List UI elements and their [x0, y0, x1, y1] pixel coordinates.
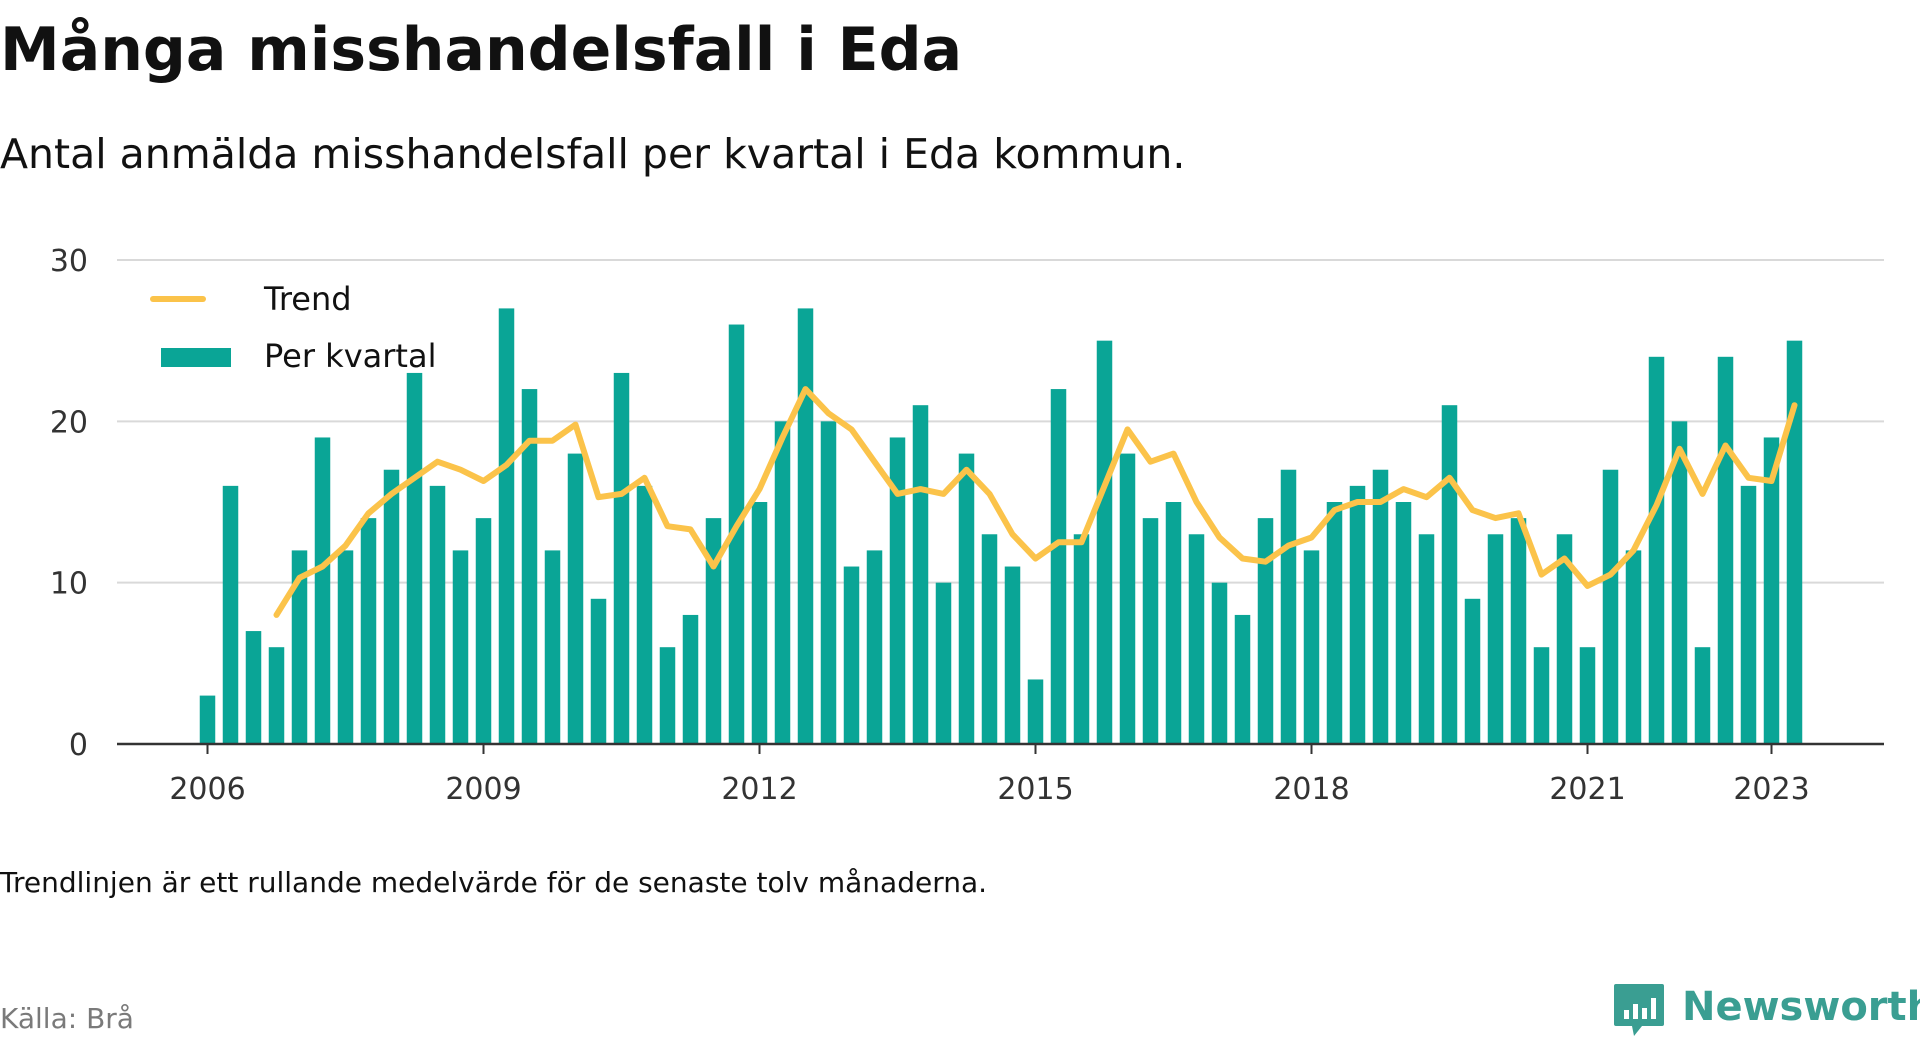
bar [1579, 647, 1596, 744]
x-tick-label: 2012 [721, 772, 797, 807]
x-tick-label: 2021 [1549, 772, 1625, 807]
bar [820, 421, 837, 744]
bar [1257, 518, 1274, 744]
legend-bar-swatch [161, 348, 231, 367]
bar [544, 550, 561, 744]
bar [1073, 534, 1090, 744]
x-tick-label: 2018 [1273, 772, 1349, 807]
bar [383, 469, 400, 744]
bar [1096, 340, 1113, 744]
bar [1717, 356, 1734, 744]
bar [659, 647, 676, 744]
bar [452, 550, 469, 744]
bar [498, 308, 515, 744]
x-tick-label: 2015 [997, 772, 1073, 807]
bar [1349, 485, 1366, 744]
bar [1395, 502, 1412, 744]
trend-series [273, 386, 1798, 618]
bar [268, 647, 285, 744]
bar [1556, 534, 1573, 744]
bar [705, 518, 722, 744]
axes: 0 10 20 30 2006 2009 2012 2015 2018 2021 2023 [50, 244, 1884, 807]
bar [1027, 679, 1044, 744]
bar [751, 502, 768, 744]
bar [843, 566, 860, 744]
bar [636, 485, 653, 744]
bar [1487, 534, 1504, 744]
bar [1004, 566, 1021, 744]
x-tick-label: 2009 [445, 772, 521, 807]
chart-title: Många misshandelsfall i Eda [0, 15, 963, 85]
bar [912, 405, 929, 744]
bar [866, 550, 883, 744]
bar [728, 324, 745, 744]
legend-bar-label: Per kvartal [264, 337, 436, 375]
bar [1119, 453, 1136, 744]
bar [1234, 614, 1251, 744]
bar [682, 614, 699, 744]
chart-subtitle: Antal anmälda misshandelsfall per kvarta… [0, 130, 1186, 178]
trend-line [273, 386, 1798, 618]
bar [1763, 437, 1780, 744]
grid-lines [117, 259, 1884, 584]
bar [590, 598, 607, 744]
bar [1694, 647, 1711, 744]
bar [1188, 534, 1205, 744]
y-tick-label: 10 [50, 567, 88, 602]
bar [1326, 502, 1343, 744]
bar [337, 550, 354, 744]
bar [1740, 485, 1757, 744]
chart-area: 0 10 20 30 2006 2009 2012 2015 2018 2021 2023 Tren… [50, 244, 1884, 807]
bar [1142, 518, 1159, 744]
bar-series [199, 308, 1803, 744]
bar [1671, 421, 1688, 744]
bar [245, 631, 262, 744]
bar [429, 485, 446, 744]
bar [981, 534, 998, 744]
bar [567, 453, 584, 744]
bar [1602, 469, 1619, 744]
bar [1165, 502, 1182, 744]
brand: Newsworthy [1612, 980, 1920, 1040]
bar [1211, 582, 1228, 744]
legend-trend-label: Trend [263, 280, 352, 318]
bar [1050, 389, 1067, 744]
bar [797, 308, 814, 744]
bar [1533, 647, 1550, 744]
y-tick-label: 30 [50, 244, 88, 279]
bar [1441, 405, 1458, 744]
bar [475, 518, 492, 744]
bar [1372, 469, 1389, 744]
bar [1625, 550, 1642, 744]
bar [199, 695, 216, 744]
bar [935, 582, 952, 744]
newsworthy-logo-icon [1614, 984, 1664, 1036]
bar [1303, 550, 1320, 744]
bar [1280, 469, 1297, 744]
bar [521, 389, 538, 744]
bar [1648, 356, 1665, 744]
bar [1464, 598, 1481, 744]
brand-name: Newsworthy [1682, 984, 1920, 1030]
y-tick-label: 20 [50, 405, 88, 440]
bar [360, 518, 377, 744]
legend: Trend Per kvartal [150, 280, 436, 375]
bar [291, 550, 308, 744]
source-credit: Källa: Brå [0, 1002, 134, 1035]
bar [958, 453, 975, 744]
y-tick-label: 0 [69, 728, 88, 763]
bar [1786, 340, 1803, 744]
bar [774, 421, 791, 744]
bar [613, 372, 630, 744]
bar [1418, 534, 1435, 744]
bar [889, 437, 906, 744]
bar [1510, 518, 1527, 744]
x-tick-label: 2023 [1733, 772, 1809, 807]
bar [314, 437, 331, 744]
bar [406, 372, 423, 744]
bar [222, 485, 239, 744]
chart-footnote: Trendlinjen är ett rullande medelvärde f… [0, 866, 988, 899]
x-tick-label: 2006 [169, 772, 245, 807]
